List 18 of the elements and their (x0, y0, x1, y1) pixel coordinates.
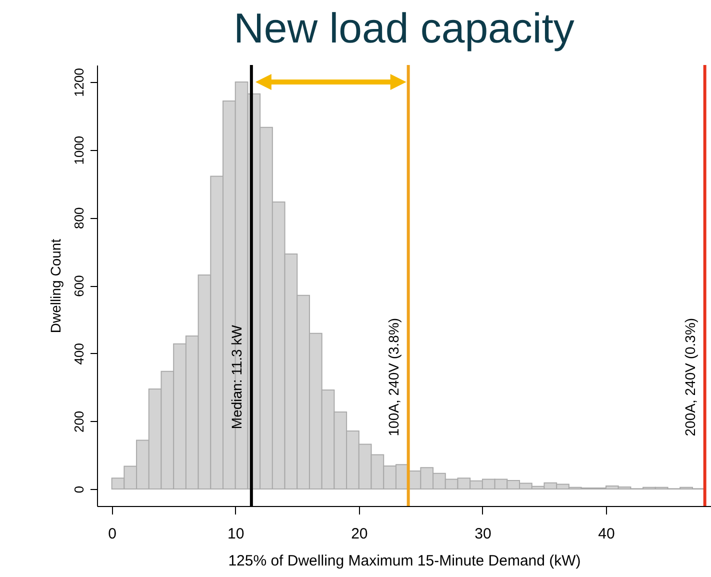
y-tick-label: 600 (72, 275, 86, 297)
ref-line-label: 100A, 240V (3.8%) (385, 318, 402, 436)
y-tick-label: 1200 (72, 68, 86, 97)
x-tick-label: 0 (108, 526, 116, 542)
y-tick-label: 1000 (72, 136, 86, 165)
x-tick-label: 30 (474, 526, 492, 542)
chart-title: New load capacity (234, 4, 574, 52)
y-tick-label: 800 (72, 207, 86, 230)
x-tick-label: 20 (351, 526, 368, 542)
y-tick-label: 0 (72, 486, 86, 494)
ref-line-label: 200A, 240V (0.3%) (682, 318, 698, 436)
x-tick-label: 10 (228, 526, 244, 542)
y-axis-title: Dwelling Count (48, 238, 64, 334)
y-tick-label: 200 (72, 410, 86, 433)
x-tick-label: 40 (598, 526, 615, 542)
ref-line-label: Median: 11.3 kW (228, 324, 244, 430)
x-axis-title: 125% of Dwelling Maximum 15-Minute Demand (kW) (228, 552, 581, 570)
y-tick-label: 400 (72, 342, 86, 365)
